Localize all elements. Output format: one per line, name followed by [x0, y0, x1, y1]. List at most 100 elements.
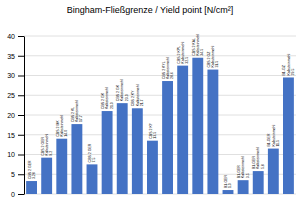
value-label: 21.0	[110, 102, 114, 109]
bar	[238, 180, 249, 194]
grid-line	[24, 115, 296, 116]
bar-label: CBS 2 GERKalksteinmehl9.2	[41, 134, 53, 156]
bar	[192, 58, 203, 194]
category-label: CBS 2 GKKalksteinmehl	[116, 79, 124, 101]
grid-line	[24, 55, 296, 56]
tick: 35	[7, 52, 24, 59]
category-label: CBS 2 GKKalksteinmehl	[101, 87, 109, 109]
bar-label: CBS 2 KYKalksteinmehl21.7	[131, 84, 143, 106]
bar	[102, 111, 113, 194]
tick: 25	[7, 92, 24, 99]
bar-label: CBS 2 KALKalksteinmehl34.5	[192, 34, 204, 56]
tick-mark	[18, 115, 24, 116]
bar	[117, 103, 128, 194]
category-label: CBS 2 KYKalksteinmehl	[131, 84, 139, 106]
value-label: 34.5	[200, 49, 204, 56]
value-label: 1.0	[228, 183, 232, 188]
category-label: B1-GERKalksteinmehl	[267, 125, 275, 147]
value-label: 32.5	[185, 57, 189, 64]
data-labels: CBS 2 GER3.28CBS 2 GERKalksteinmehl9.2CB…	[28, 34, 295, 188]
bar-label: CBS 2 KLKalksteinmehl17.7	[71, 100, 83, 122]
bar-label: CBS 2 GKKalksteinmehl23.0	[116, 79, 128, 101]
bar	[268, 149, 279, 194]
category-label: B1-GZKalksteinmehl	[282, 53, 290, 75]
category-label: CBS 2 KPLKalksteinmehl	[177, 42, 185, 64]
tick-label: 10	[7, 151, 15, 158]
tick-mark	[18, 174, 24, 175]
y-axis: 0 5 10 15 20 25 30 35 40	[7, 33, 24, 198]
tick-mark	[18, 194, 24, 195]
tick-label: 20	[7, 112, 15, 119]
bar	[87, 164, 98, 194]
bar	[223, 190, 234, 194]
tick-label: 25	[7, 92, 15, 99]
bar	[253, 171, 264, 194]
bar-label: B1-GERKalksteinmehl11.5	[267, 125, 279, 147]
bar-label: CBS 2 KYLKalksteinmehl28.6	[162, 57, 174, 79]
grid-line	[24, 95, 296, 96]
category-label: CBS 2 KYLKalksteinmehl	[162, 57, 170, 79]
value-label: 23.0	[125, 94, 129, 101]
tick-mark	[18, 56, 24, 57]
grid-line	[24, 75, 296, 76]
chart: 0 5 10 15 20 25 30 35 40 CBS 2 GER3.28 CBS 2 GERKa…	[0, 0, 300, 200]
bar-label: CBS 2 GER3.28	[28, 160, 36, 179]
value-label: 17.7	[79, 115, 83, 122]
tick-mark	[18, 95, 24, 96]
bar-label: B1-GZKalksteinmehl29.5	[282, 53, 294, 75]
tick-mark	[18, 36, 24, 37]
tick-label: 30	[7, 72, 15, 79]
tick-label: 0	[11, 191, 15, 198]
value-label: 31.5	[215, 61, 219, 68]
grid-line	[24, 36, 296, 37]
value-label: 3.5	[246, 173, 250, 178]
tick-label: 15	[7, 131, 15, 138]
bar-label: CBS 2 GKKalksteinmehl21.0	[101, 87, 113, 109]
tick: 15	[7, 131, 24, 138]
tick: 5	[11, 171, 24, 178]
bar	[41, 158, 52, 194]
title: Bingham-Fließgrenze / Yield point [N/cm²…	[67, 5, 234, 15]
value-label: 13.5	[153, 132, 157, 139]
value-label: 28.6	[170, 72, 174, 79]
value-label: 14.0	[64, 130, 68, 137]
category-label: B1-GERKalksteinmehl	[252, 147, 260, 169]
bar-label: CBS 2 KY13.5	[149, 122, 157, 138]
bars	[26, 58, 294, 194]
category-label: CBS 2 GERKalksteinmehl	[41, 134, 49, 156]
tick: 10	[7, 151, 24, 158]
tick-label: 40	[7, 33, 15, 40]
bar	[26, 181, 37, 194]
bar-label: B1-GER1.0	[224, 175, 232, 189]
bar-label: CBS 2 GER7.5	[88, 143, 96, 162]
value-label: 7.5	[92, 157, 96, 162]
tick-label: 5	[11, 171, 15, 178]
bar	[283, 77, 294, 194]
category-label: CBS 2 KALKalksteinmehl	[192, 34, 200, 56]
bar-label: CBS 2 GZKalksteinmehl31.5	[207, 46, 219, 68]
value-label: 21.7	[140, 99, 144, 106]
bar	[56, 139, 67, 194]
bar	[132, 108, 143, 194]
grid	[24, 36, 296, 194]
tick-mark	[18, 76, 24, 77]
category-label: CBS 2 KLKalksteinmehl	[71, 100, 79, 122]
bar-label: CBS 2 MKKalksteinmehl14.0	[56, 115, 68, 137]
tick-label: 35	[7, 52, 15, 59]
tick-mark	[18, 155, 24, 156]
value-label: 29.5	[291, 69, 295, 76]
category-label: CBS 2 GZKalksteinmehl	[207, 46, 215, 68]
bar	[177, 66, 188, 194]
tick: 40	[7, 33, 24, 40]
value-label: 9.2	[49, 151, 53, 156]
tick: 0	[11, 191, 24, 198]
bar-label: B1-GERKalksteinmehl3.5	[237, 156, 249, 178]
axis-line	[24, 37, 25, 195]
category-label: CBS 2 MKKalksteinmehl	[56, 115, 64, 137]
bar	[162, 81, 173, 194]
value-label: 11.5	[276, 140, 280, 147]
bar	[147, 141, 158, 194]
bar	[71, 124, 82, 194]
value-label: 5.8	[261, 164, 265, 169]
bar-label: B1-GERKalksteinmehl5.8	[252, 147, 264, 169]
